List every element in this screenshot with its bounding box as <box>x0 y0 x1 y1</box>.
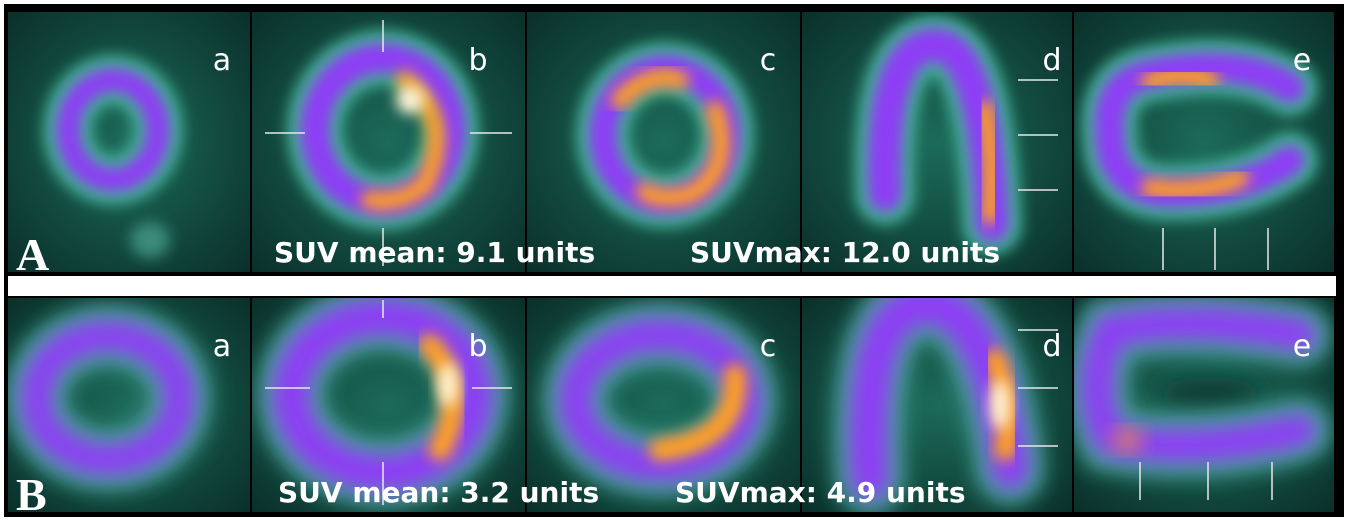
panel-label: c <box>760 43 777 78</box>
suv-max: SUVmax: 12.0 units <box>690 236 1000 269</box>
panel-label: c <box>760 329 777 364</box>
hot-spot <box>1113 431 1141 449</box>
shadow <box>1160 377 1260 413</box>
panel-label: e <box>1293 329 1311 364</box>
shadow <box>130 222 170 258</box>
panel-label: d <box>1042 43 1061 78</box>
suv-mean: SUV mean: 3.2 units <box>278 476 599 509</box>
peak <box>438 363 458 407</box>
row-label: B <box>16 469 47 520</box>
row-label: A <box>16 229 49 280</box>
scan-panel <box>802 12 1072 272</box>
panel-label: d <box>1042 329 1061 364</box>
peak <box>396 86 424 114</box>
hot-region <box>1150 75 1210 82</box>
panel-label: e <box>1293 43 1311 78</box>
panel-label: a <box>213 329 231 364</box>
figure: a b c d e A SUV mean: 9.1 units SUVmax: 12.0 un… <box>0 0 1348 521</box>
panel-label: b <box>468 329 487 364</box>
suv-max: SUVmax: 4.9 units <box>675 476 966 509</box>
separator <box>8 276 1336 296</box>
panel-label: a <box>213 43 231 78</box>
suv-mean: SUV mean: 9.1 units <box>274 236 595 269</box>
peak <box>990 380 1010 430</box>
panel-label: b <box>468 43 487 78</box>
panels <box>8 12 1334 512</box>
hot-region <box>985 110 992 215</box>
